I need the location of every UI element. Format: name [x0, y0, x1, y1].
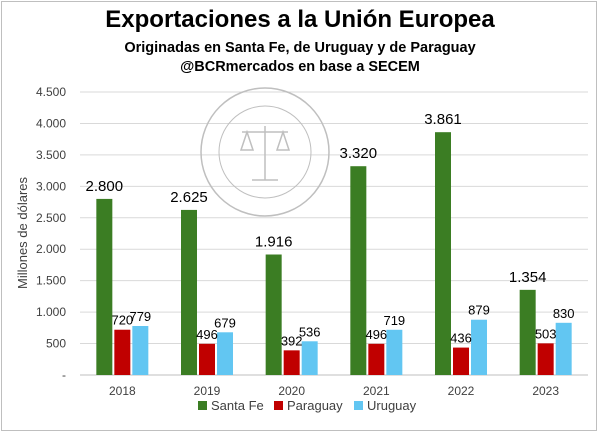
bar-santa-fe [435, 132, 451, 375]
data-label: 1.354 [509, 269, 547, 286]
bar-paraguay [283, 350, 300, 375]
bar-paraguay [114, 329, 131, 375]
legend: Santa Fe Paraguay Uruguay [198, 398, 417, 413]
bar-uruguay [555, 322, 572, 375]
y-tick-label: 2.000 [36, 242, 66, 256]
legend-swatch [274, 401, 283, 410]
bar-santa-fe [519, 289, 536, 375]
gridlines [80, 91, 588, 376]
legend-swatch [198, 401, 207, 410]
bar-paraguay [368, 343, 385, 375]
y-tick-label: 500 [46, 337, 66, 351]
bar-paraguay [199, 343, 215, 375]
y-tick-label: 4.500 [36, 85, 66, 99]
data-label: 2.800 [86, 178, 124, 195]
bars [96, 132, 572, 375]
data-label: 3.320 [340, 145, 378, 162]
data-label: 679 [214, 315, 236, 330]
y-tick-label: 1.000 [36, 305, 66, 319]
data-label: 779 [129, 309, 151, 324]
x-tick-label: 2021 [363, 384, 390, 398]
bar-santa-fe [96, 198, 113, 375]
x-tick-label: 2023 [532, 384, 559, 398]
y-tick-label: 2.500 [36, 211, 66, 225]
y-tick-label: 4.000 [36, 116, 66, 130]
x-tick-labels: 2018 2019 2020 2021 2022 2023 [109, 384, 559, 398]
x-tick-label: 2022 [448, 384, 475, 398]
y-tick-label: 3.500 [36, 148, 66, 162]
bar-santa-fe [350, 166, 367, 375]
bar-uruguay [301, 341, 318, 375]
x-tick-label: 2018 [109, 384, 136, 398]
bar-uruguay [217, 332, 233, 375]
legend-label: Uruguay [367, 398, 417, 413]
bar-santa-fe [265, 254, 282, 375]
data-label: 879 [468, 303, 490, 318]
data-label: 2.625 [170, 189, 208, 206]
data-label: 719 [383, 313, 405, 328]
data-label: 536 [299, 324, 321, 339]
data-labels: 2.8007207792.6254966791.9163925363.32049… [86, 111, 575, 348]
legend-swatch [354, 401, 363, 410]
chart-title: Exportaciones a la Unión Europea [105, 6, 495, 33]
y-tick-label: 1.500 [36, 274, 66, 288]
data-label: 3.861 [424, 111, 462, 128]
data-label: 830 [553, 306, 575, 321]
data-label: 720 [111, 313, 133, 328]
y-axis-label: Millones de dólares [15, 177, 30, 290]
y-tick-labels: - 500 1.000 1.500 2.000 2.500 3.000 3.500 4.000 4… [36, 85, 66, 382]
y-tick-label: - [62, 368, 66, 382]
bar-uruguay [132, 326, 149, 375]
watermark-seal [200, 87, 330, 217]
y-tick-label: 3.000 [36, 179, 66, 193]
data-label: 503 [535, 326, 557, 341]
bar-santa-fe [181, 209, 197, 375]
legend-label: Santa Fe [211, 398, 264, 413]
bar-uruguay [386, 329, 403, 375]
data-label: 1.916 [255, 234, 293, 251]
legend-label: Paraguay [287, 398, 343, 413]
chart-subtitle: Originadas en Santa Fe, de Uruguay y de … [124, 40, 476, 56]
data-label: 496 [365, 327, 387, 342]
data-label: 436 [450, 331, 472, 346]
data-label: 496 [196, 327, 218, 342]
data-label: 392 [281, 333, 303, 348]
x-tick-label: 2020 [278, 384, 305, 398]
x-tick-label: 2019 [194, 384, 221, 398]
bar-uruguay [471, 319, 487, 375]
chart-source: @BCRmercados en base a SECEM [180, 59, 420, 75]
bar-paraguay [453, 347, 469, 375]
bar-paraguay [537, 343, 554, 375]
